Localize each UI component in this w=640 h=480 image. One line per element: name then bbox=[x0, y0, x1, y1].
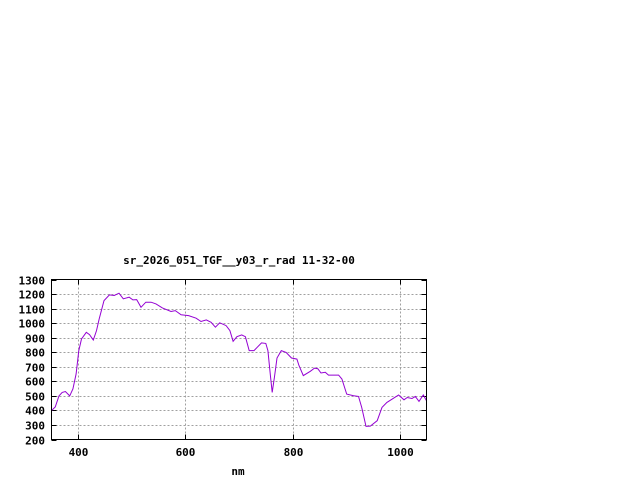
chart-title: sr_2026_051_TGF__y03_r_rad 11-32-00 bbox=[123, 254, 355, 267]
y-tick-label: 1300 bbox=[19, 275, 46, 288]
axis-ticks: 2003004005006007008009001000110012001300… bbox=[19, 275, 427, 459]
x-tick-label: 1000 bbox=[387, 446, 414, 459]
y-tick-label: 1200 bbox=[19, 289, 46, 302]
y-tick-label: 700 bbox=[25, 362, 45, 375]
series-line bbox=[51, 292, 427, 427]
y-tick-label: 200 bbox=[25, 435, 45, 448]
y-tick-label: 300 bbox=[25, 420, 45, 433]
grid bbox=[51, 279, 427, 440]
x-axis-label: nm bbox=[231, 465, 245, 478]
x-tick-label: 600 bbox=[176, 446, 196, 459]
y-tick-label: 1100 bbox=[19, 304, 46, 317]
y-tick-label: 1000 bbox=[19, 318, 46, 331]
y-tick-label: 500 bbox=[25, 391, 45, 404]
x-tick-label: 400 bbox=[69, 446, 89, 459]
y-tick-label: 600 bbox=[25, 376, 45, 389]
y-tick-label: 900 bbox=[25, 333, 45, 346]
plot-frame bbox=[51, 279, 427, 440]
x-tick-label: 800 bbox=[284, 446, 304, 459]
y-tick-label: 800 bbox=[25, 347, 45, 360]
y-tick-label: 400 bbox=[25, 405, 45, 418]
